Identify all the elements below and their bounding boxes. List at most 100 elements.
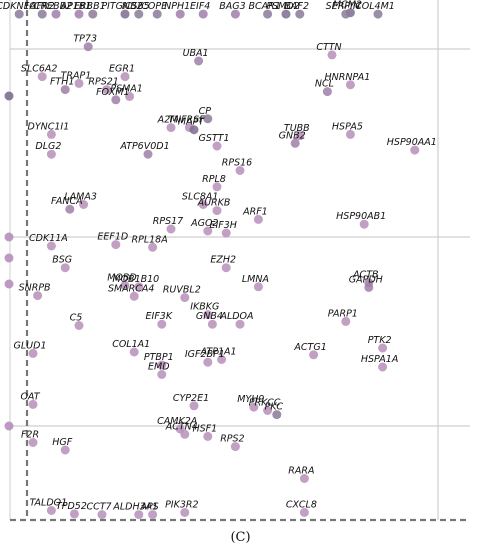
data-point xyxy=(37,9,47,19)
data-point xyxy=(157,370,167,379)
point-label: SLC8A1 xyxy=(182,192,219,203)
point-label: IGF2BP1 xyxy=(185,349,225,360)
data-point xyxy=(143,149,153,159)
point-label: TP73 xyxy=(73,34,97,45)
data-point xyxy=(33,291,43,301)
point-label: GNB2 xyxy=(279,130,306,141)
point-label: EGR1 xyxy=(109,64,135,75)
data-point xyxy=(322,87,332,97)
data-point xyxy=(189,401,199,411)
data-point xyxy=(221,263,231,273)
data-point xyxy=(166,123,176,133)
data-point xyxy=(180,429,190,439)
point-label: RPS2 xyxy=(220,434,244,445)
data-point xyxy=(51,9,61,19)
point-label: CAMK2A xyxy=(157,416,197,427)
data-point xyxy=(203,357,213,367)
data-point xyxy=(120,72,130,82)
point-label: GLUD1 xyxy=(14,340,47,351)
data-point xyxy=(129,291,139,301)
panel-label: (C) xyxy=(230,530,251,545)
data-point xyxy=(28,438,38,447)
data-point xyxy=(134,510,144,520)
point-label: CDKN1A xyxy=(0,1,36,12)
data-point xyxy=(207,319,217,329)
point-label: HSPA5 xyxy=(332,121,363,132)
point-label: F2R xyxy=(21,430,39,441)
point-label: TUBB xyxy=(284,123,310,134)
point-label: ATP6V0D1 xyxy=(119,141,169,152)
data-point xyxy=(148,510,158,520)
point-label: DYNC1I1 xyxy=(28,121,70,132)
point-label: TRAP1 xyxy=(61,70,92,81)
point-label: AP1B1 xyxy=(60,1,92,12)
point-label: HSPA1A xyxy=(361,354,398,365)
data-point xyxy=(299,508,309,517)
data-point xyxy=(341,9,351,19)
data-point xyxy=(359,219,369,229)
point-label: MYH9 xyxy=(237,394,264,405)
point-label: EZH2 xyxy=(210,255,236,266)
data-point xyxy=(253,282,263,292)
point-label: COL4M1 xyxy=(355,1,395,12)
point-label: RPS16 xyxy=(222,158,252,169)
point-label: ALDOA xyxy=(219,311,253,322)
point-label: COL1A1 xyxy=(112,339,150,350)
point-label: COPE xyxy=(141,1,167,12)
point-label: TALDO1 xyxy=(30,498,68,509)
point-label: CXCL8 xyxy=(286,500,317,511)
point-label: DLG2 xyxy=(35,141,61,152)
edge-marker xyxy=(4,279,14,289)
point-label: EIF3H xyxy=(209,220,236,231)
data-point xyxy=(14,9,24,19)
data-point xyxy=(134,9,144,19)
point-label: EMD xyxy=(148,362,170,373)
point-label: OAT xyxy=(20,391,40,402)
point-label: HGF xyxy=(52,437,73,448)
data-point xyxy=(290,138,300,148)
point-label: UBA1 xyxy=(183,48,209,59)
edge-marker xyxy=(4,232,14,242)
point-label: FANCA xyxy=(51,196,83,207)
point-label: PIK3R2 xyxy=(165,500,198,511)
data-point xyxy=(212,182,222,192)
point-label: BAF2 xyxy=(285,1,310,12)
data-point xyxy=(166,224,176,234)
point-label: A2M xyxy=(157,115,179,126)
point-label: NPH1 xyxy=(164,1,190,12)
point-label: HNRNPA1 xyxy=(325,72,371,83)
data-point xyxy=(83,42,93,52)
data-point xyxy=(129,347,139,357)
data-point xyxy=(203,431,213,441)
point-label: TNFRSF xyxy=(168,115,205,126)
data-point xyxy=(345,129,355,139)
point-label: MAPT xyxy=(178,117,205,128)
point-label: APS xyxy=(139,502,158,513)
point-label: BCAR1 xyxy=(248,1,280,12)
data-point xyxy=(74,9,84,19)
point-label: MCM2 xyxy=(333,0,362,11)
data-point xyxy=(253,214,263,224)
data-point xyxy=(79,200,89,209)
data-point xyxy=(60,85,70,95)
data-point xyxy=(378,343,388,353)
point-label: PITGNB2 xyxy=(101,1,142,12)
data-point xyxy=(221,228,231,238)
data-point xyxy=(120,9,130,19)
point-label: PRKCC xyxy=(249,398,281,409)
point-label: CDK11A xyxy=(29,233,68,244)
point-label: ACTG1 xyxy=(293,342,326,353)
data-point xyxy=(65,204,75,214)
data-point xyxy=(46,241,56,251)
data-point xyxy=(378,362,388,372)
data-point xyxy=(46,149,56,159)
data-point xyxy=(309,350,319,360)
point-label: HSP90AA1 xyxy=(387,137,437,148)
data-point xyxy=(125,91,135,101)
point-label: SMARCA4 xyxy=(108,283,155,294)
data-point xyxy=(120,280,130,290)
point-label: PTK2 xyxy=(368,335,392,346)
point-label: PKC xyxy=(265,402,284,413)
data-point xyxy=(60,445,70,455)
